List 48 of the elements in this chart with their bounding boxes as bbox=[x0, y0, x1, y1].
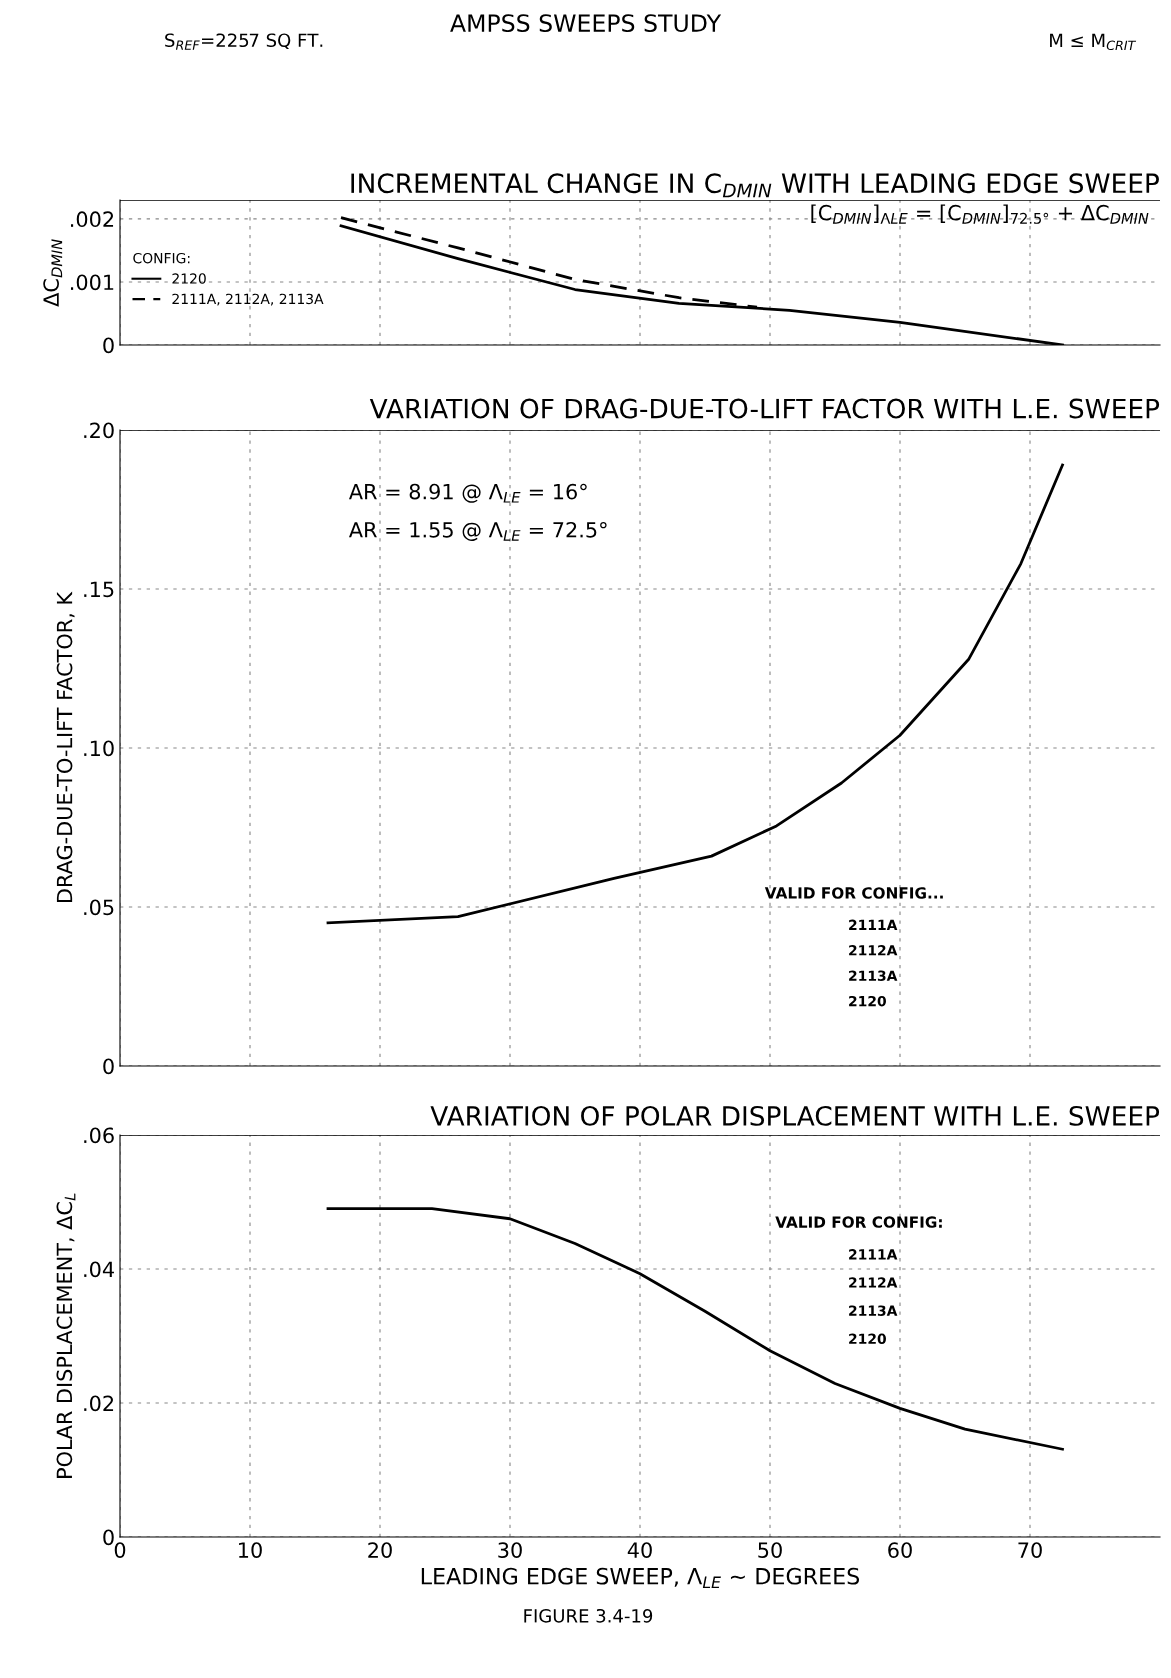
x-axis-title: LEADING EDGE SWEEP, Λ$_{LE}$ ~ DEGREES bbox=[421, 1567, 860, 1588]
annotation: 2111A bbox=[849, 1249, 898, 1260]
y-tick-label: .06 bbox=[84, 1127, 114, 1144]
text: AMPSS SWEEPS STUDY bbox=[450, 14, 722, 33]
y-axis-title: POLAR DISPLACEMENT, ΔC$_{L}$ bbox=[56, 1193, 76, 1478]
x-tick-label: 40 bbox=[627, 1542, 652, 1558]
annotation: 2112A bbox=[849, 945, 898, 956]
text: M ≤ M$_{CRIT}$ bbox=[1050, 33, 1137, 51]
legend-label: 2120 bbox=[172, 273, 206, 284]
annotation: 2113A bbox=[849, 1305, 898, 1316]
annotation: VALID FOR CONFIG: bbox=[775, 1216, 942, 1228]
chart-title: VARIATION OF POLAR DISPLACEMENT WITH L.E. SWEEP bbox=[430, 1105, 1160, 1126]
x-tick-label: 70 bbox=[1018, 1542, 1042, 1558]
y-tick-label: .05 bbox=[84, 899, 114, 916]
legend-title: CONFIG: bbox=[133, 252, 190, 264]
y-axis-title: ΔC$_{DMIN}$ bbox=[43, 239, 63, 307]
y-tick-label: 0 bbox=[103, 1529, 114, 1546]
annotation: AR = 8.91 @ Λ$_{LE}$ = 16° bbox=[348, 483, 587, 503]
y-tick-label: .001 bbox=[70, 274, 114, 291]
y-tick-label: .04 bbox=[84, 1261, 114, 1278]
x-tick-label: 60 bbox=[888, 1542, 912, 1558]
annotation: 2113A bbox=[849, 970, 898, 981]
x-tick-label: 30 bbox=[498, 1542, 522, 1558]
annotation: AR = 1.55 @ Λ$_{LE}$ = 72.5° bbox=[348, 521, 607, 541]
caption: FIGURE 3.4-19 bbox=[524, 1608, 653, 1623]
x-tick-label: 10 bbox=[239, 1542, 262, 1558]
y-tick-label: .02 bbox=[84, 1395, 114, 1412]
annotation: 2120 bbox=[849, 995, 886, 1007]
y-tick-label: .10 bbox=[84, 740, 114, 757]
x-tick-label: 50 bbox=[758, 1542, 782, 1558]
chart-title: VARIATION OF DRAG-DUE-TO-LIFT FACTOR WITH L.E. SWEEP bbox=[369, 398, 1160, 419]
text: [C$_{DMIN}$]$_{ΛLE}$ = [C$_{DMIN}$]$_{72.5°}$ + ΔC$_{DMIN}$ bbox=[811, 204, 1149, 224]
annotation: 2111A bbox=[849, 919, 898, 930]
x-tick-label: 20 bbox=[368, 1542, 392, 1558]
annotation: VALID FOR CONFIG... bbox=[764, 887, 943, 899]
y-axis-title: DRAG-DUE-TO-LIFT FACTOR, K bbox=[56, 591, 75, 903]
y-tick-label: 0 bbox=[103, 337, 114, 354]
annotation: 2112A bbox=[849, 1277, 898, 1288]
chart-title: INCREMENTAL CHANGE IN C$_{DMIN}$ WITH LEADING EDGE SWEEP bbox=[351, 173, 1159, 198]
y-tick-label: .002 bbox=[70, 211, 114, 228]
y-tick-label: .15 bbox=[84, 581, 114, 598]
legend-label: 2111A, 2112A, 2113A bbox=[172, 293, 324, 306]
line-series bbox=[326, 1207, 1064, 1451]
text: S$_{REF}$=2257 SQ FT. bbox=[165, 33, 323, 50]
y-tick-label: 0 bbox=[103, 1058, 114, 1075]
x-tick-label: 0 bbox=[114, 1542, 126, 1558]
y-tick-label: .20 bbox=[84, 422, 114, 439]
annotation: 2120 bbox=[849, 1333, 886, 1345]
